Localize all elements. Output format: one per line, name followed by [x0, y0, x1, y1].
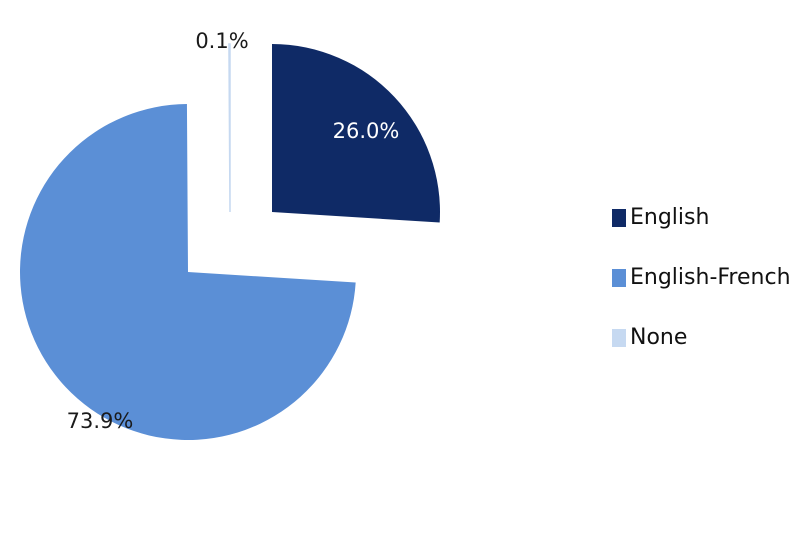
- legend-label-english: English: [630, 205, 709, 230]
- pie-slices: [20, 43, 441, 440]
- legend: English English-French None: [612, 205, 791, 350]
- data-label-none: 0.1%: [195, 29, 248, 53]
- pie-slice-labels: 26.0% 73.9% 0.1%: [67, 29, 400, 433]
- pie-slice-none: [228, 43, 231, 213]
- pie-slice-english-french: [20, 104, 356, 440]
- legend-swatch-english: [612, 209, 626, 227]
- legend-label-none: None: [630, 325, 687, 350]
- legend-swatch-none: [612, 329, 626, 347]
- pie-slice-english: [272, 43, 441, 223]
- data-label-english-french: 73.9%: [67, 409, 134, 433]
- data-label-english: 26.0%: [333, 119, 400, 143]
- legend-label-english-french: English-French: [630, 265, 791, 290]
- legend-swatch-english-french: [612, 269, 626, 287]
